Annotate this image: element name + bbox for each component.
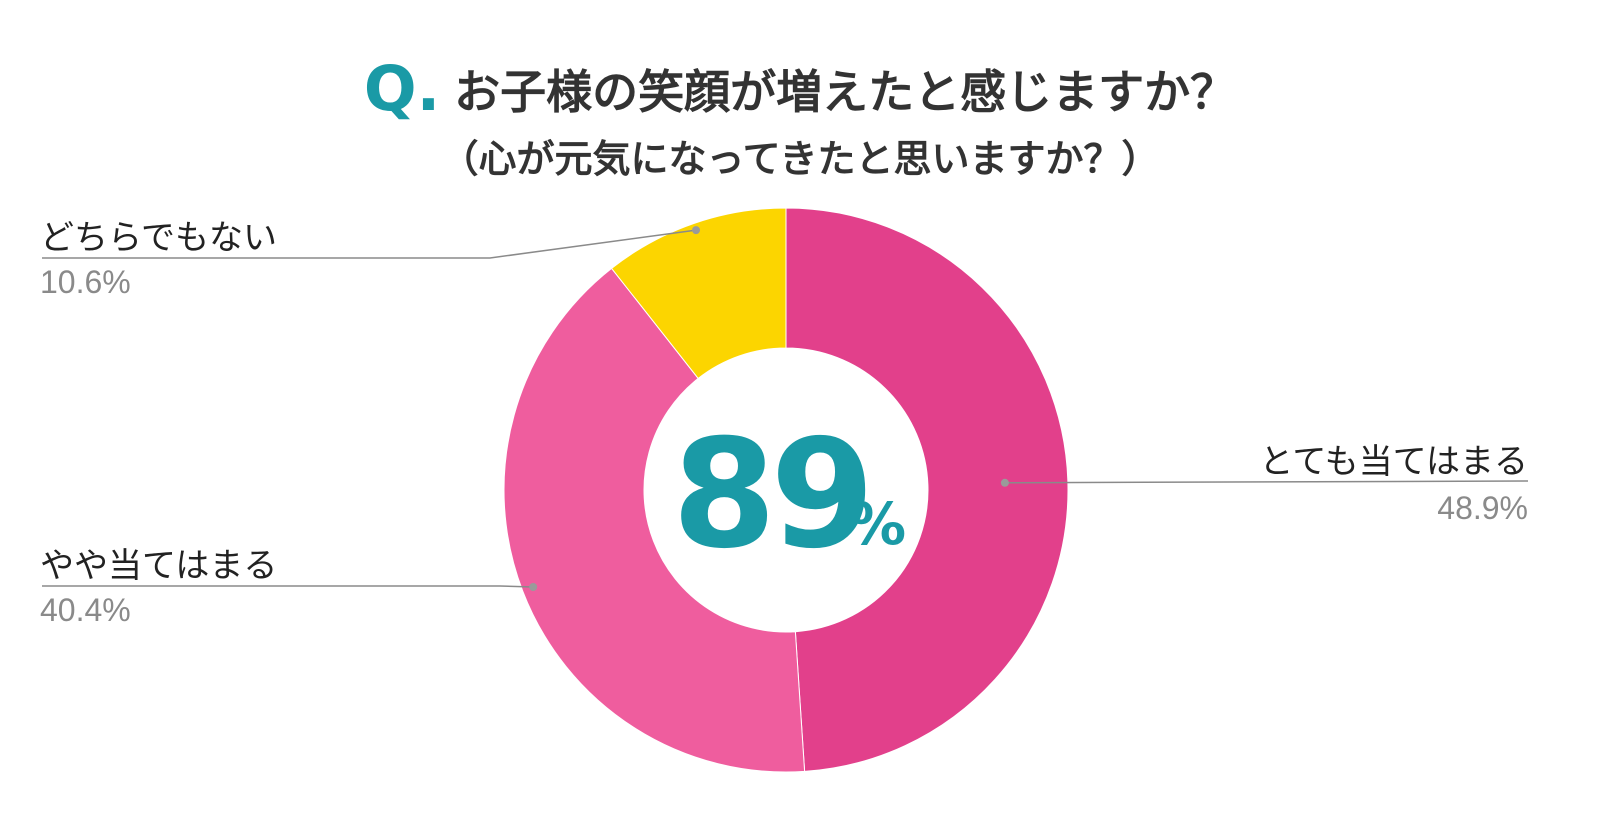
slice-label-2: どちらでもない xyxy=(40,218,277,258)
leader-line-0 xyxy=(1004,480,1529,484)
donut-slices xyxy=(503,207,1069,773)
leader-dot-2 xyxy=(692,226,701,235)
slice-value-0: 48.9% xyxy=(1437,490,1528,526)
donut-slice-0 xyxy=(785,207,1069,772)
leader-line-1 xyxy=(42,585,534,588)
center-value: 89 xyxy=(672,408,875,582)
chart-subtitle: （心が元気になってきたと思いますか？） xyxy=(440,137,1160,181)
question-mark-label: Q. xyxy=(363,52,441,125)
chart-title-row: Q. お子様の笑顔が増えたと感じますか？ xyxy=(0,52,1600,125)
slice-label-0: とても当てはまる xyxy=(1259,442,1528,482)
slice-value-1: 40.4% xyxy=(40,592,131,628)
slice-value-2: 10.6% xyxy=(40,264,131,300)
leader-line-2 xyxy=(42,229,697,259)
center-unit: % xyxy=(848,490,907,558)
slice-label-1: やや当てはまる xyxy=(40,546,278,586)
chart-title: お子様の笑顔が増えたと感じますか？ xyxy=(454,64,1237,119)
leader-lines xyxy=(42,226,1529,592)
donut-slice-2 xyxy=(610,207,787,380)
leader-dot-1 xyxy=(529,583,538,592)
donut-slice-1 xyxy=(503,267,806,773)
leader-dot-0 xyxy=(1000,478,1009,487)
